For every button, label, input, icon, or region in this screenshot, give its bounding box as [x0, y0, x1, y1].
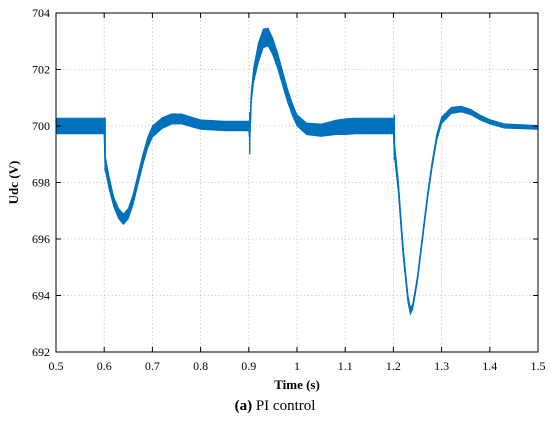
- y-tick-label: 700: [32, 119, 50, 133]
- y-tick-label: 704: [32, 6, 50, 20]
- x-tick-label: 0.8: [193, 359, 208, 373]
- x-tick-label: 0.9: [241, 359, 256, 373]
- chart-canvas: 0.5 0.6 0.7 0.8 0.9 1 1.1 1.2 1.3 1.4 1.5 69269469…: [6, 6, 546, 392]
- x-tick-label: 1.3: [434, 359, 449, 373]
- y-axis-label: Udc (V): [6, 161, 21, 205]
- y-axis-ticks: 692 694 696 698 700 702 704: [32, 6, 538, 359]
- x-tick-label: 0.5: [49, 359, 64, 373]
- series-ripple-band: [55, 27, 539, 316]
- caption-label: (a): [234, 398, 253, 414]
- y-tick-label: 698: [32, 176, 50, 190]
- x-tick-label: 0.7: [145, 359, 160, 373]
- y-tick-label: 696: [32, 232, 50, 246]
- y-tick-label: 694: [32, 289, 50, 303]
- figure-caption: (a) PI control: [0, 398, 550, 415]
- x-axis-ticks: 0.5 0.6 0.7 0.8 0.9 1 1.1 1.2 1.3 1.4 1.5: [49, 13, 546, 373]
- x-tick-label: 1: [294, 359, 300, 373]
- y-tick-label: 692: [32, 345, 50, 359]
- series-layer: [55, 27, 539, 316]
- x-tick-label: 1.2: [386, 359, 401, 373]
- x-tick-label: 1.1: [338, 359, 353, 373]
- caption-text: PI control: [252, 398, 316, 414]
- grid-lines: [56, 13, 538, 352]
- x-axis-label: Time (s): [274, 377, 320, 392]
- x-tick-label: 0.6: [97, 359, 112, 373]
- x-tick-label: 1.5: [531, 359, 546, 373]
- y-tick-label: 702: [32, 63, 50, 77]
- series-line: [56, 36, 539, 314]
- x-tick-label: 1.4: [482, 359, 497, 373]
